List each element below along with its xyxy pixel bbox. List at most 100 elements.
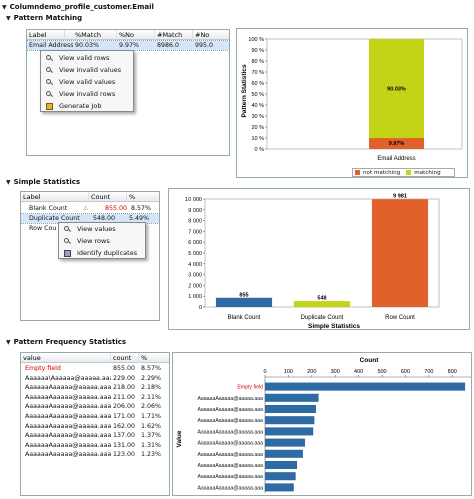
y-tick-label: 70 % xyxy=(251,70,264,76)
collapse-triangle-icon[interactable]: ▼ xyxy=(6,14,11,22)
table-row[interactable]: Duplicate Count 548.00 5.49% xyxy=(20,213,160,224)
y-tick-label: 8 000 xyxy=(188,219,202,225)
x-tick-label: 0 xyxy=(263,369,266,375)
y-category-label: AaaaaaAaaaaa@aaaaa.aaa xyxy=(197,474,263,480)
x-tick-label: 500 xyxy=(377,369,386,375)
menu-item-view-valid-rows[interactable]: View valid rows xyxy=(41,52,133,64)
col-pct[interactable]: % xyxy=(141,354,148,362)
menu-item-view-rows[interactable]: View rows xyxy=(59,235,145,247)
col-count[interactable]: count xyxy=(111,353,139,363)
menu-label: View valid rows xyxy=(59,54,110,62)
y-category-label: Empty field xyxy=(237,385,263,391)
col-label[interactable]: Label xyxy=(21,192,89,202)
table-row[interactable]: AaaaaaAaaaaa@aaaaa.aaaa 218.00 2.18% xyxy=(21,383,169,392)
cell-count: 171.00 xyxy=(113,413,136,420)
table-row[interactable]: AaaaaaAaaaaa@aaaaa.aaa 123.00 1.23% xyxy=(21,450,169,459)
menu-label: Identify duplicates xyxy=(77,249,138,257)
cell-value: Aaaaaa\Aaaaaa@aaaaa.aaa xyxy=(25,374,111,382)
menu-item-view-values[interactable]: View values xyxy=(59,223,145,235)
menu-label: View rows xyxy=(77,237,110,245)
data-label: 548 xyxy=(317,296,326,302)
bar xyxy=(265,416,315,425)
table-row[interactable]: Blank Count ⚠ 855.00 8.57% xyxy=(21,204,159,213)
magnifier-icon xyxy=(64,238,71,245)
bar xyxy=(265,460,298,470)
section-header-pattern-frequency[interactable]: ▼ Pattern Frequency Statistics xyxy=(6,338,126,346)
magnifier-icon xyxy=(46,55,53,62)
col-count[interactable]: Count xyxy=(89,192,127,202)
cell-pct: 8.57% xyxy=(141,365,162,372)
generate-job-icon xyxy=(46,103,53,110)
menu-item-identify-duplicates[interactable]: Identify duplicates xyxy=(59,247,145,259)
y-category-label: AaaaaaAaaaaa@aaaaa.aaa xyxy=(197,441,263,447)
x-tick-label: 700 xyxy=(424,369,433,375)
cell-count: 162.00 xyxy=(113,422,136,430)
collapse-triangle-icon[interactable]: ▼ xyxy=(2,3,7,11)
table-row[interactable]: AaaaaaAaaaaa@aaaaa.aaa 206.00 2.06% xyxy=(21,402,169,411)
menu-item-view-valid-values[interactable]: View valid values xyxy=(41,76,133,88)
col-num-match[interactable]: #Match xyxy=(155,30,193,40)
bar xyxy=(265,404,317,414)
legend-swatch-matching xyxy=(406,170,412,175)
cell-value: AaaaaaAaaaaa@aaaaa.aaa xyxy=(25,451,111,459)
cell-value: AaaaaaAaaaaa@aaaaa.aaa xyxy=(25,432,111,440)
y-tick-label: 3 000 xyxy=(188,273,202,279)
bar xyxy=(371,199,429,307)
cell-value: AaaaaaAaaaaa@aaaaa.aaa xyxy=(25,422,111,430)
pattern-frequency-table[interactable]: value count % Empty field 855.00 8.57% Aaaa… xyxy=(20,352,170,496)
menu-item-view-invalid-rows[interactable]: View invalid rows xyxy=(41,88,133,100)
y-category-label: AaaaaaAaaaaa@aaaaa.aaa xyxy=(197,452,263,458)
table-row[interactable]: AaaaaaAaaaaa@aaaaa.aaa 171.00 1.71% xyxy=(21,412,169,421)
cell-count: 855.00 xyxy=(105,205,128,212)
simple-statistics-chart: 0 1 000 2 000 3 000 4 000 5 000 6 000 7 000 8 00… xyxy=(168,188,470,330)
data-label-not-matching: 9.97% xyxy=(389,141,405,147)
table-header-row xyxy=(27,30,229,40)
menu-item-generate-job[interactable]: Generate Job xyxy=(41,100,133,112)
cell-pct: 1.23% xyxy=(141,451,162,459)
collapse-triangle-icon[interactable]: ▼ xyxy=(6,338,11,346)
y-category-label: AaaaaaAaaaaa@aaaaa.aaa xyxy=(197,418,263,424)
table-row[interactable]: Aaaaaa\Aaaaaa@aaaaa.aaa 229.00 2.29% xyxy=(21,374,169,383)
table-row[interactable]: Email Address 90.03% 9.97% 8986.0 995.0 xyxy=(26,40,230,51)
y-tick-label: 20 % xyxy=(251,125,264,131)
table-row[interactable]: AaaaaaAaaaaa@aaaaa.aaa 131.00 1.31% xyxy=(21,441,169,450)
y-tick-label: 6 000 xyxy=(188,240,202,246)
simple-context-menu: View values View rows Identify duplicate… xyxy=(58,222,146,259)
menu-item-view-invalid-values[interactable]: View invalid values xyxy=(41,64,133,76)
menu-label: View valid values xyxy=(59,78,116,86)
cell-pct-match: 90.03% xyxy=(75,42,100,49)
plot-area xyxy=(266,38,463,150)
section-title: Simple Statistics xyxy=(13,178,81,186)
cell-pct: 2.18% xyxy=(141,384,162,392)
cell-count: 131.00 xyxy=(113,441,136,449)
table-row[interactable]: AaaaaaAaaaaa@aaaaa.aaa 211.00 2.11% xyxy=(21,393,169,402)
col-pct-nomatch[interactable]: %No Match xyxy=(117,30,155,49)
x-tick-label: 300 xyxy=(331,369,340,375)
section-title: Pattern Frequency Statistics xyxy=(13,338,127,346)
cell-pct: 1.71% xyxy=(141,413,162,420)
table-row[interactable]: AaaaaaAaaaaa@aaaaa.aaa 162.00 1.62% xyxy=(21,422,169,431)
col-value[interactable]: value xyxy=(21,353,111,363)
data-label: 9 981 xyxy=(393,194,407,200)
section-header-pattern-matching[interactable]: ▼ Pattern Matching xyxy=(6,14,82,22)
cell-pct-nomatch: 9.97% xyxy=(119,42,140,49)
x-tick-label: 800 xyxy=(448,369,457,375)
identify-duplicates-icon xyxy=(64,250,71,257)
table-header-row xyxy=(21,353,169,363)
col-pct-match[interactable]: %Match xyxy=(73,30,117,40)
y-tick-label: 0 % xyxy=(255,147,265,153)
col-label[interactable]: Label xyxy=(27,30,65,40)
table-row[interactable]: Row Cou xyxy=(21,224,159,233)
pattern-chart-svg: 0 % 10 % 20 % 30 % 40 % 50 % 60 % 70 % 80 % 90 % 1… xyxy=(241,37,463,162)
x-category-label: Email Address xyxy=(377,156,415,162)
cell-count: 206.00 xyxy=(113,403,136,411)
y-category-label: AaaaaaAaaaaa@aaaaa.aaa xyxy=(197,485,263,491)
table-row[interactable]: AaaaaaAaaaaa@aaaaa.aaa 137.00 1.37% xyxy=(21,431,169,440)
bar xyxy=(265,393,319,402)
table-row[interactable]: Empty field 855.00 8.57% xyxy=(21,364,169,373)
col-pct[interactable]: % xyxy=(129,193,136,201)
collapse-triangle-icon[interactable]: ▼ xyxy=(6,178,11,186)
section-header-simple-statistics[interactable]: ▼ Simple Statistics xyxy=(6,178,80,186)
col-num-nomatch[interactable]: #No Match xyxy=(195,31,215,49)
y-tick-label: 4 000 xyxy=(188,262,202,268)
